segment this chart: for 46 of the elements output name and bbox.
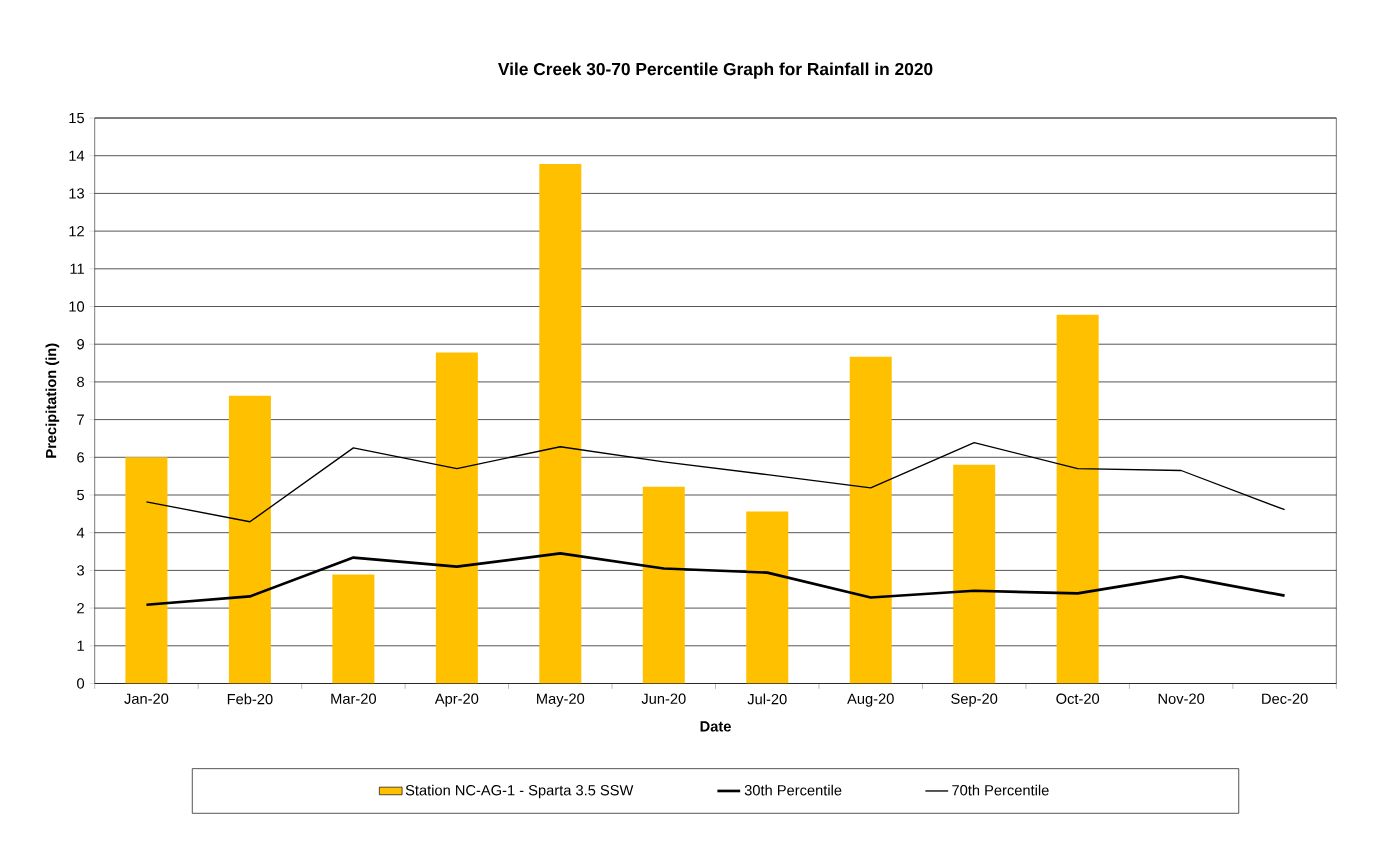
y-tick-label: 9 <box>77 339 84 350</box>
x-tick-label: May-20 <box>537 693 585 708</box>
legend-label: 30th Percentile <box>744 784 842 796</box>
x-tick-label: Jun-20 <box>641 693 686 705</box>
x-tick-label: Mar-20 <box>331 693 377 705</box>
bar <box>125 457 168 684</box>
y-tick-label: 10 <box>69 301 85 312</box>
legend-label: 70th Percentile <box>952 784 1049 796</box>
x-tick-label: Aug-20 <box>847 693 894 708</box>
y-tick-label: 12 <box>69 226 84 237</box>
legend-label: Station NC-AG-1 - Sparta 3.5 SSW <box>405 784 634 799</box>
bar <box>849 356 892 684</box>
y-tick-label: 8 <box>77 376 84 388</box>
chart-title: Vile Creek 30-70 Percentile Graph for Rainfall in 2020 <box>498 62 933 79</box>
y-tick-label: 6 <box>77 452 84 463</box>
y-tick-label: 14 <box>69 150 85 161</box>
y-tick-label: 0 <box>77 678 85 689</box>
x-tick-label: Apr-20 <box>434 693 479 708</box>
x-tick-label: Jan-20 <box>124 693 169 705</box>
y-tick-label: 11 <box>70 264 84 275</box>
y-tick-label: 13 <box>69 188 84 199</box>
bar <box>228 396 271 684</box>
y-tick-label: 5 <box>77 490 85 501</box>
x-tick-label: Feb-20 <box>227 693 273 705</box>
line-series <box>145 442 1286 523</box>
bar <box>746 511 789 684</box>
x-axis-title: Date <box>700 721 731 732</box>
y-tick-label: 7 <box>77 414 84 425</box>
x-tick-label: Jul-20 <box>747 693 787 705</box>
bar <box>1056 315 1099 684</box>
bar <box>953 465 996 684</box>
bar <box>539 164 582 684</box>
y-tick-label: 1 <box>77 641 84 652</box>
y-tick-label: 15 <box>69 113 85 124</box>
x-tick-label: Sep-20 <box>951 693 998 708</box>
y-tick-label: 4 <box>76 527 85 538</box>
bar <box>435 352 478 684</box>
x-tick-label: Dec-20 <box>1262 693 1308 705</box>
y-tick-label: 2 <box>77 603 84 614</box>
y-tick-label: 3 <box>77 565 84 576</box>
bar <box>642 486 685 684</box>
bar <box>332 574 375 684</box>
line-series <box>145 552 1286 607</box>
y-axis-title: Precipitation (in) <box>45 343 60 458</box>
x-tick-label: Oct-20 <box>1056 693 1100 705</box>
x-tick-label: Nov-20 <box>1158 693 1205 705</box>
